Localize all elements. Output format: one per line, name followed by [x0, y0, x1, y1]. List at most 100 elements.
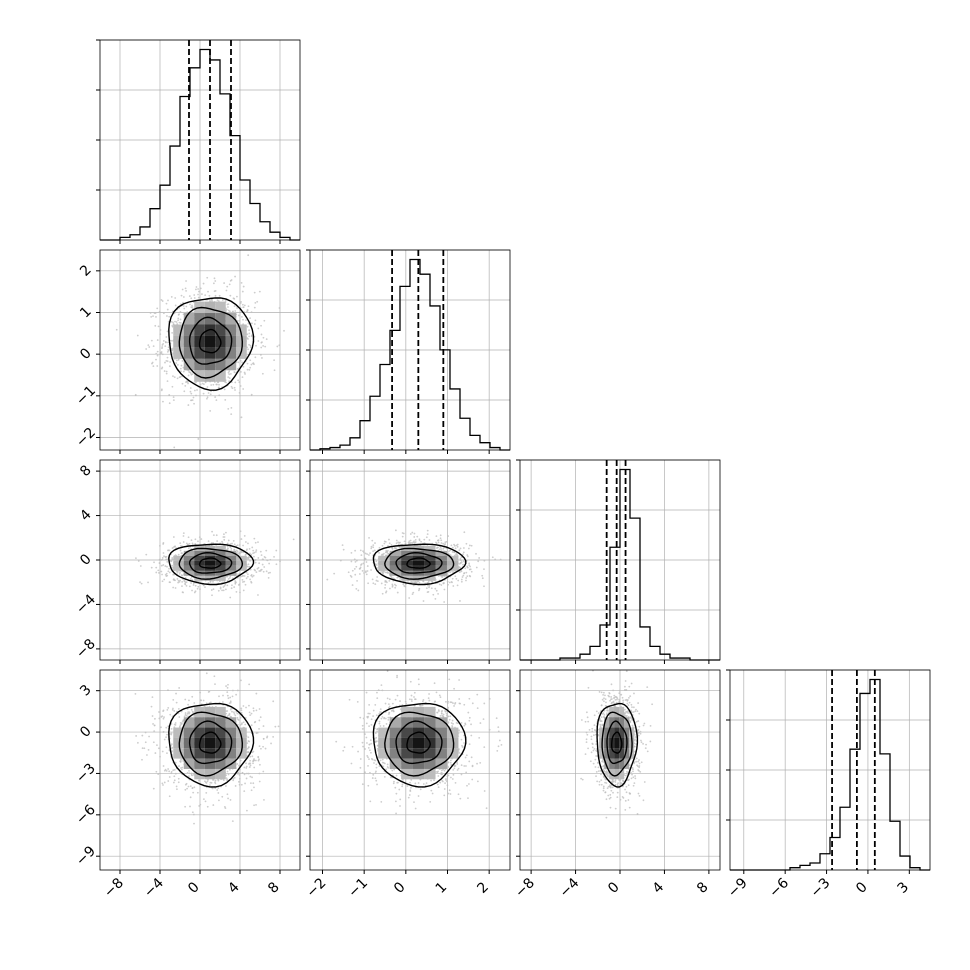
histogram-step: [520, 468, 720, 661]
scatter-point: [459, 557, 462, 560]
scatter-point: [481, 577, 484, 580]
density-bin: [215, 565, 226, 571]
scatter-point: [494, 558, 497, 561]
scatter-point: [164, 555, 167, 558]
scatter-point: [390, 544, 393, 546]
scatter-point: [151, 362, 153, 365]
scatter-point: [398, 541, 401, 544]
scatter-point: [469, 565, 471, 568]
scatter-point: [227, 407, 230, 410]
density-bin: [401, 555, 413, 561]
scatter-point: [462, 547, 465, 549]
scatter-point: [242, 581, 244, 583]
density-bin: [194, 550, 205, 556]
density-bin: [236, 324, 247, 336]
scatter-point: [167, 346, 170, 349]
scatter-point: [460, 578, 463, 581]
scatter-point: [399, 579, 402, 582]
scatter-point: [359, 566, 362, 569]
scatter-point: [447, 535, 449, 537]
scatter-point: [246, 362, 249, 365]
scatter-point: [246, 325, 249, 328]
scatter-point: [375, 579, 378, 582]
scatter-point: [396, 591, 399, 594]
density-bin: [183, 550, 195, 556]
scatter-point: [248, 335, 251, 338]
scatter-point: [253, 323, 256, 325]
scatter-point: [259, 550, 262, 553]
scatter-point: [199, 803, 202, 806]
scatter-point: [225, 588, 227, 591]
scatter-point: [339, 559, 342, 562]
scatter-point: [115, 328, 118, 331]
scatter-point: [187, 382, 189, 385]
density-bin: [183, 358, 195, 371]
scatter-point: [355, 565, 358, 568]
scatter-point: [196, 587, 199, 590]
scatter-point: [187, 374, 190, 377]
scatter-point: [202, 383, 205, 386]
scatter-point: [370, 545, 373, 548]
scatter-point: [241, 376, 244, 379]
scatter-point: [219, 587, 222, 590]
scatter-point: [443, 588, 446, 591]
scatter-point: [212, 542, 215, 544]
scatter-point: [250, 334, 253, 337]
scatter-point: [171, 324, 174, 327]
scatter-point: [189, 303, 191, 306]
scatter-point: [468, 544, 471, 547]
density-bin: [435, 565, 447, 571]
scatter-point: [181, 288, 184, 291]
scatter-point: [248, 766, 251, 768]
scatter-point: [261, 372, 264, 375]
scatter-point: [254, 301, 257, 304]
scatter-point: [181, 552, 183, 555]
density-bin: [424, 550, 436, 556]
scatter-point: [163, 738, 166, 741]
scatter-point: [194, 538, 197, 541]
density-bin: [194, 313, 205, 325]
scatter-point: [171, 547, 174, 549]
scatter-point: [347, 571, 350, 574]
scatter-point: [242, 551, 245, 554]
scatter-point: [255, 803, 257, 806]
scatter-point: [186, 311, 189, 313]
scatter-point: [186, 712, 189, 715]
scatter-point: [361, 570, 364, 572]
scatter-point: [167, 299, 169, 302]
scatter-point: [247, 305, 250, 308]
scatter-point: [454, 575, 457, 578]
scatter-point: [174, 304, 177, 307]
scatter-point: [136, 334, 139, 337]
scatter-point: [451, 570, 454, 573]
scatter-point: [251, 575, 254, 578]
scatter-point: [160, 570, 163, 573]
scatter-point: [238, 783, 241, 786]
density-bin: [389, 570, 402, 576]
scatter-point: [391, 546, 394, 549]
scatter-point: [408, 542, 411, 544]
scatter-point: [165, 558, 167, 561]
scatter-point: [244, 554, 247, 556]
scatter-point: [443, 601, 446, 603]
scatter-point: [246, 368, 249, 371]
density-bin: [225, 324, 237, 336]
contour-line: [178, 547, 244, 580]
scatter-point: [454, 547, 457, 550]
scatter-point: [168, 549, 171, 552]
scatter-point: [359, 549, 362, 552]
scatter-point: [385, 590, 388, 593]
scatter-point: [172, 375, 174, 378]
density-bin: [446, 555, 459, 561]
scatter-point: [173, 446, 176, 449]
scatter-point: [262, 570, 265, 573]
scatter-point: [231, 710, 233, 713]
scatter-point: [238, 544, 241, 546]
density-bin: [236, 335, 247, 348]
scatter-point: [228, 373, 231, 376]
scatter-point: [201, 382, 204, 385]
scatter-point: [207, 582, 210, 584]
scatter-point: [225, 289, 228, 292]
scatter-point: [260, 333, 263, 336]
scatter-point: [171, 558, 174, 561]
